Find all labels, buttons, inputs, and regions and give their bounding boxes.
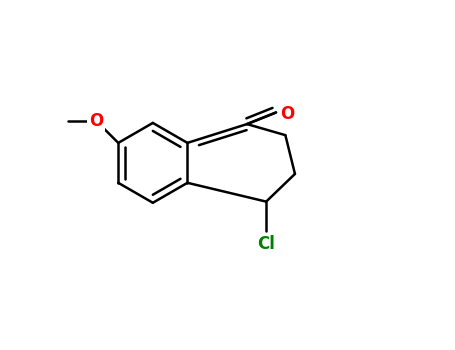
- Text: Cl: Cl: [257, 235, 275, 253]
- Text: O: O: [89, 112, 103, 130]
- Text: O: O: [280, 105, 294, 123]
